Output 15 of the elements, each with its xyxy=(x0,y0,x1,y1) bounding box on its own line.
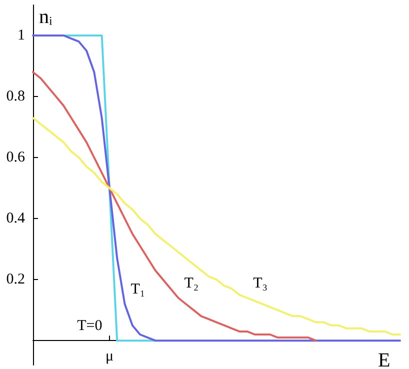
x-tick-label: μ xyxy=(105,348,114,364)
line-series xyxy=(32,116,401,336)
y-tick-label: 1 xyxy=(18,28,25,44)
x-axis-title: E xyxy=(378,350,390,369)
line-series xyxy=(32,71,317,342)
series-label: T₃ xyxy=(253,275,268,292)
y-tick-label: 0.2 xyxy=(6,272,25,288)
series-label: T=0 xyxy=(77,318,102,334)
y-tick-label: 0.4 xyxy=(6,210,26,227)
series-label: T₂ xyxy=(184,275,199,292)
series-label: T₁ xyxy=(130,281,146,298)
y-tick-label: 0.8 xyxy=(6,88,25,105)
y-axis-title: nᵢ xyxy=(39,6,53,28)
y-tick-label: 0.6 xyxy=(6,150,26,166)
line-series xyxy=(32,34,401,342)
